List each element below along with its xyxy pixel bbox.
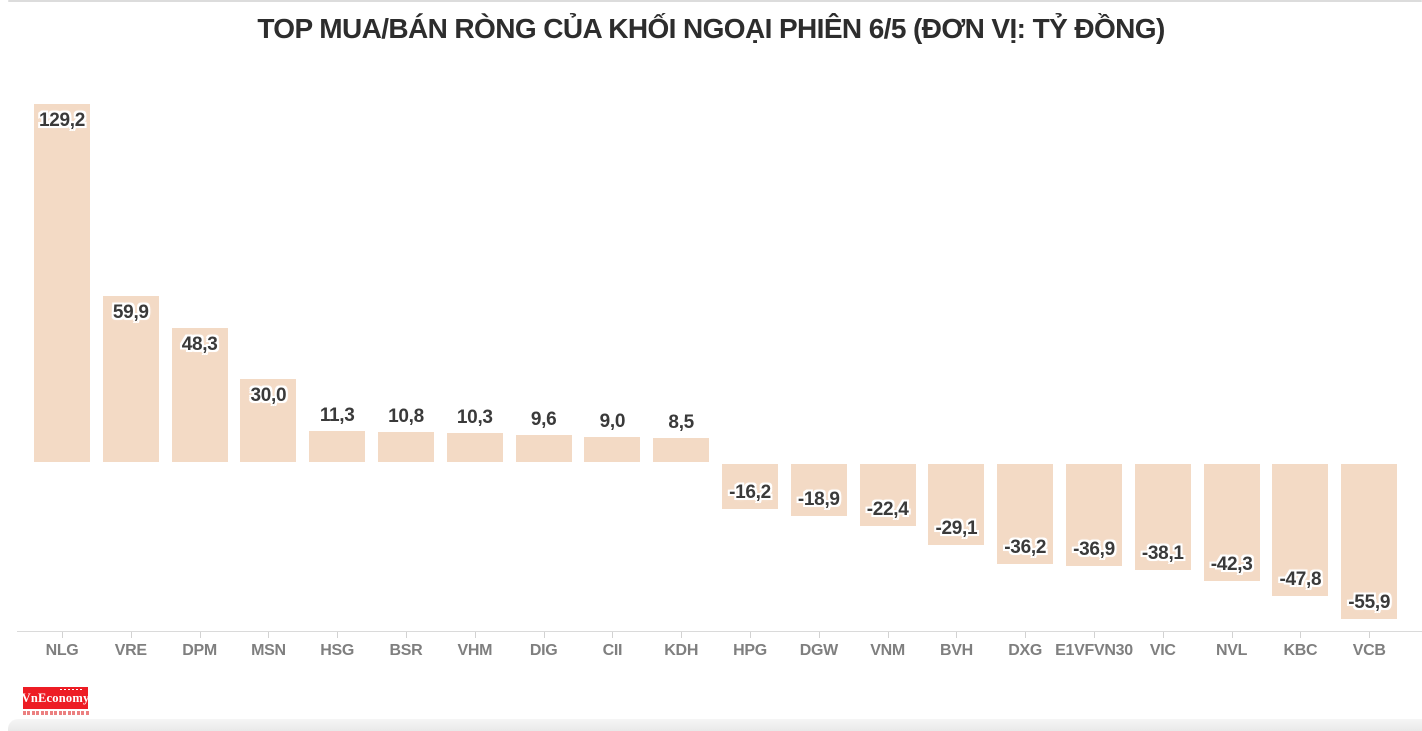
x-axis-tick bbox=[1025, 632, 1027, 638]
vneconomy-logo-text: VnEconomy bbox=[21, 690, 90, 705]
category-label-bsr: BSR bbox=[389, 642, 423, 659]
category-label-msn: MSN bbox=[251, 642, 286, 659]
value-label-hsg: 11,3 bbox=[319, 404, 355, 426]
x-axis-tick bbox=[956, 632, 958, 638]
category-label-dpm: DPM bbox=[182, 642, 217, 659]
x-axis-tick bbox=[1300, 632, 1302, 638]
value-label-e1vfvn30: -36,9 bbox=[1073, 539, 1115, 561]
x-axis-tick bbox=[1369, 632, 1371, 638]
bottom-page-strip bbox=[8, 719, 1422, 731]
category-label-nlg: NLG bbox=[45, 642, 79, 659]
bar-dig bbox=[515, 435, 572, 462]
vneconomy-logo: VnEconomy bbox=[21, 687, 90, 709]
x-axis-tick bbox=[268, 632, 270, 638]
x-axis-line bbox=[17, 631, 1422, 632]
value-label-dig: 9,6 bbox=[530, 409, 557, 431]
category-label-dxg: DXG bbox=[1008, 642, 1043, 659]
chart-title: TOP MUA/BÁN RÒNG CỦA KHỐI NGOẠI PHIÊN 6/… bbox=[257, 13, 1165, 44]
x-axis-tick bbox=[612, 632, 614, 638]
category-label-kdh: KDH bbox=[664, 642, 699, 659]
x-axis-tick bbox=[337, 632, 339, 638]
category-label-kbc: KBC bbox=[1283, 642, 1318, 659]
value-label-vic: -38,1 bbox=[1141, 542, 1184, 564]
category-label-hpg: HPG bbox=[733, 642, 767, 659]
value-label-msn: 30,0 bbox=[250, 384, 287, 406]
category-label-dgw: DGW bbox=[799, 642, 839, 659]
x-axis-tick bbox=[406, 632, 407, 638]
top-divider bbox=[8, 0, 1422, 2]
bar-nvl bbox=[1203, 464, 1260, 582]
bar-vcb bbox=[1341, 464, 1398, 619]
bar-dpm bbox=[171, 328, 228, 462]
value-label-vre: 59,9 bbox=[112, 302, 149, 324]
value-label-vcb: -55,9 bbox=[1348, 591, 1391, 613]
x-axis-tick bbox=[474, 632, 476, 638]
category-label-vhm: VHM bbox=[457, 642, 493, 659]
category-label-vic: VIC bbox=[1149, 642, 1176, 659]
category-label-nvl: NVL bbox=[1216, 642, 1248, 659]
bar-cii bbox=[584, 437, 641, 462]
value-label-nvl: -42,3 bbox=[1210, 554, 1253, 576]
bar-vnm bbox=[859, 464, 916, 527]
category-label-hsg: HSG bbox=[320, 642, 355, 659]
bar-e1vfvn30 bbox=[1066, 464, 1122, 567]
value-label-vnm: -22,4 bbox=[866, 499, 909, 521]
value-label-nlg: 129,2 bbox=[38, 110, 86, 132]
category-label-dig: DIG bbox=[529, 642, 558, 659]
bar-bsr bbox=[378, 432, 434, 462]
category-label-e1vfvn30: E1VFVN30 bbox=[1055, 642, 1133, 659]
bar-vic bbox=[1134, 464, 1191, 570]
value-label-cii: 9,0 bbox=[599, 411, 626, 433]
x-axis-tick bbox=[1094, 632, 1095, 638]
logo-tagline bbox=[23, 711, 89, 715]
bar-dxg bbox=[997, 464, 1054, 565]
bar-kdh bbox=[653, 438, 710, 462]
value-label-dgw: -18,9 bbox=[797, 489, 840, 511]
x-axis-tick bbox=[1162, 632, 1164, 638]
value-label-kdh: 8,5 bbox=[668, 412, 694, 434]
bar-kbc bbox=[1272, 464, 1329, 597]
x-axis-tick bbox=[62, 632, 63, 638]
x-axis-tick bbox=[818, 632, 820, 638]
value-label-kbc: -47,8 bbox=[1279, 569, 1322, 591]
value-label-bvh: -29,1 bbox=[935, 517, 978, 539]
x-axis-tick bbox=[681, 632, 683, 638]
x-axis-tick bbox=[887, 632, 889, 638]
category-label-vre: VRE bbox=[114, 642, 147, 659]
bar-dgw bbox=[790, 464, 847, 517]
value-label-vhm: 10,3 bbox=[456, 407, 493, 429]
x-axis-tick bbox=[1231, 632, 1233, 638]
x-axis-tick bbox=[130, 632, 132, 638]
bar-vre bbox=[102, 296, 159, 462]
x-axis-tick bbox=[543, 632, 545, 638]
value-label-bsr: 10,8 bbox=[388, 406, 424, 428]
bar-bvh bbox=[928, 464, 985, 545]
bar-hsg bbox=[309, 430, 366, 462]
value-label-dxg: -36,2 bbox=[1004, 537, 1047, 559]
category-label-cii: CII bbox=[602, 642, 623, 659]
category-label-vnm: VNM bbox=[870, 642, 905, 659]
category-label-vcb: VCB bbox=[1352, 642, 1386, 659]
bar-msn bbox=[240, 378, 297, 462]
value-label-hpg: -16,2 bbox=[729, 481, 771, 503]
bar-vhm bbox=[446, 433, 503, 462]
bar-hpg bbox=[722, 464, 778, 509]
x-axis-tick bbox=[750, 632, 751, 638]
value-label-dpm: 48,3 bbox=[181, 334, 218, 356]
category-label-bvh: BVH bbox=[939, 642, 973, 659]
x-axis-tick bbox=[199, 632, 201, 638]
bar-nlg bbox=[34, 104, 90, 462]
